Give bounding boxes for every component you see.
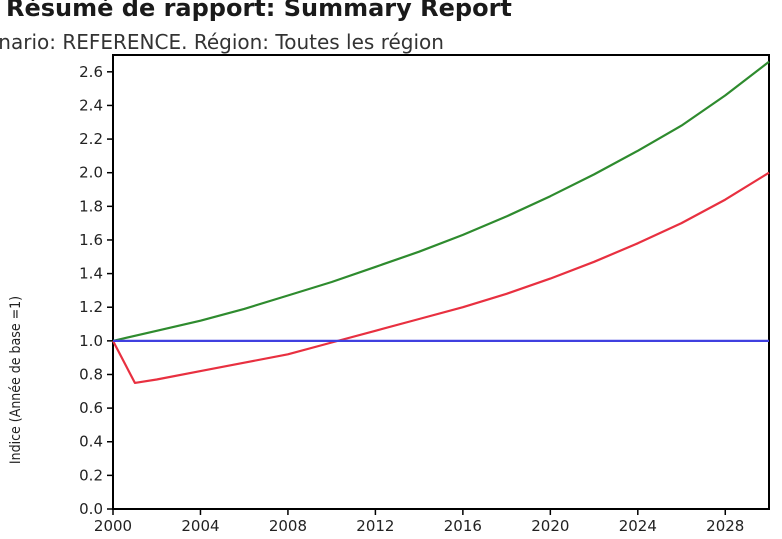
y-tick-label: 2.2 [79,130,103,148]
series-line-2 [112,171,770,384]
x-tick-label: 2012 [356,517,394,535]
x-tick-label: 2020 [531,517,569,535]
x-tick-label: 2004 [181,517,219,535]
series-group [112,60,770,384]
y-tick-label: 0.8 [79,365,103,383]
chart-subtitle: énario: REFERENCE. Région: Toutes les ré… [0,30,444,54]
plot-frame [112,54,770,510]
axes: 0.0 0.2 0.4 0.6 0.8 1.0 1.2 1.4 1.6 1.8 2.0 2.2 2.4 2… [79,54,770,535]
y-tick-label: 0.2 [79,466,103,484]
y-tick-label: 1.8 [79,197,103,215]
y-tick-label: 0.4 [79,433,103,451]
x-tick-label: 2016 [444,517,482,535]
y-tick-label: 2.4 [79,96,103,114]
x-tick-label: 2024 [619,517,657,535]
y-tick-label: 1.2 [79,298,103,316]
x-tick-label: 2028 [706,517,744,535]
y-tick-label: 2.6 [79,63,103,81]
series-line-1 [112,60,770,342]
y-tick-label: 1.0 [79,332,103,350]
x-tick-label: 2000 [94,517,132,535]
y-tick-label: 0.6 [79,399,103,417]
chart-title: Résumé de rapport: Summary Report [6,0,512,22]
y-tick-label: 1.6 [79,231,103,249]
y-tick-label: 2.0 [79,164,103,182]
x-tick-label: 2008 [269,517,307,535]
y-tick-label: 0.0 [79,500,103,518]
y-tick-label: 1.4 [79,265,103,283]
